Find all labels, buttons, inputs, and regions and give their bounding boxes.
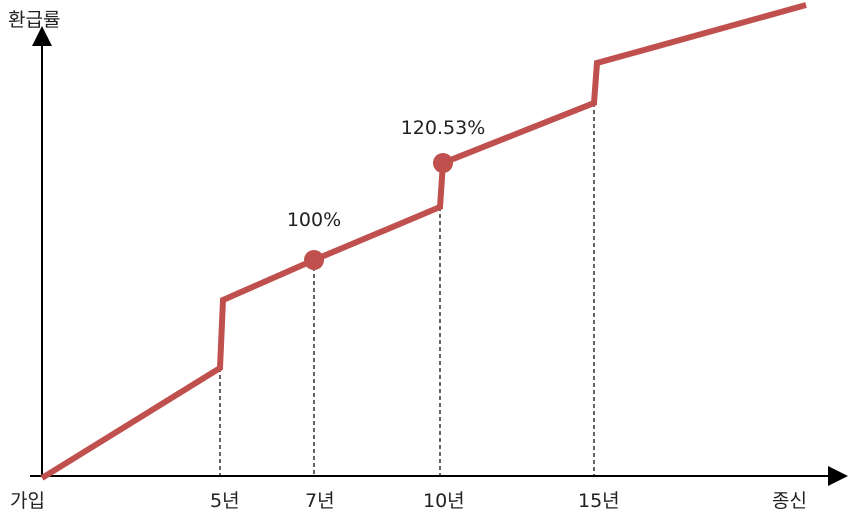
annotation-100-percent: 100% [287, 209, 341, 231]
x-tick-label: 5년 [210, 490, 240, 512]
marker-10y [433, 153, 453, 173]
point-markers [304, 153, 453, 270]
refund-rate-line [40, 2, 807, 481]
x-tick-label: 종신 [772, 490, 807, 512]
x-tick-labels: 가입 5년 7년 10년 15년 종신 [10, 490, 807, 512]
x-tick-label: 10년 [423, 490, 465, 512]
guide-lines [219, 103, 595, 476]
x-tick-label: 7년 [305, 490, 335, 512]
x-tick-label: 15년 [578, 490, 620, 512]
x-tick-label: 가입 [10, 490, 45, 512]
y-axis-label: 환급률 [8, 9, 60, 31]
annotation-120-53-percent: 120.53% [401, 117, 486, 139]
marker-7y [304, 250, 324, 270]
